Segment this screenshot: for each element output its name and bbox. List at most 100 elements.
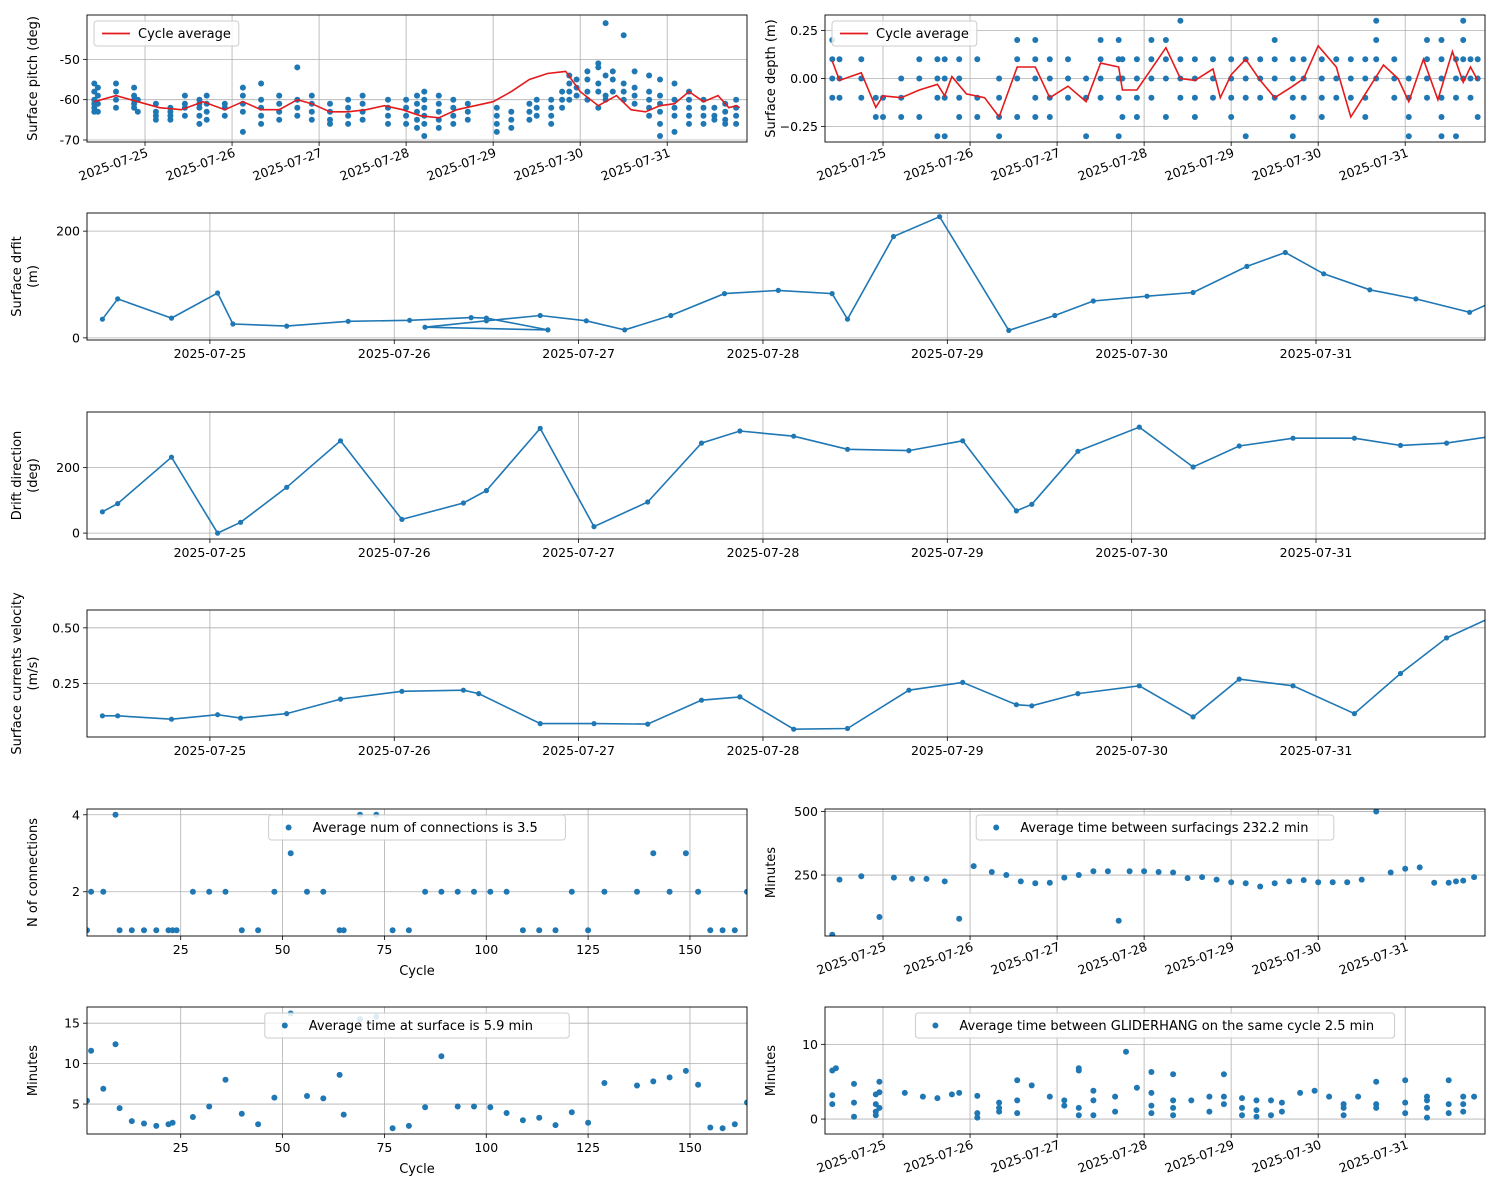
data-point [503, 1110, 510, 1116]
data-point [1333, 94, 1340, 101]
data-point [631, 100, 638, 107]
x-tick-label: 2025-07-27 [989, 939, 1062, 978]
data-point [974, 114, 981, 120]
data-point [1075, 691, 1081, 697]
data-point [389, 1125, 396, 1132]
data-point [836, 56, 843, 63]
data-point [1318, 114, 1325, 120]
series-line [101, 215, 1485, 332]
data-point [1032, 880, 1039, 887]
data-point [1003, 872, 1010, 878]
data-point [829, 94, 836, 101]
x-tick-label: 2025-07-26 [902, 145, 975, 184]
data-point [1046, 1093, 1053, 1100]
data-point [1213, 876, 1220, 883]
data-point [1014, 1097, 1021, 1104]
data-point [548, 112, 555, 119]
data-point [1191, 94, 1198, 101]
axes-frame [86, 609, 1486, 738]
data-point [666, 888, 673, 895]
data-point [487, 1104, 494, 1111]
x-tick-label: 2025-07-29 [1163, 1137, 1236, 1176]
data-point [526, 100, 533, 107]
data-point [1123, 1048, 1129, 1055]
data-point [294, 112, 301, 119]
data-point [1097, 37, 1104, 43]
data-point [1424, 1104, 1430, 1111]
data-point [519, 1117, 526, 1124]
data-point [519, 927, 526, 934]
data-point [1090, 1097, 1097, 1104]
data-point [829, 56, 836, 63]
data-point [1046, 56, 1053, 63]
y-axis-label: Surface pitch (deg) [26, 16, 41, 141]
y-tick-label: -70 [60, 132, 80, 147]
plot-area [99, 424, 1485, 536]
data-point [601, 1080, 608, 1086]
data-point [1271, 56, 1278, 63]
data-point [1467, 56, 1474, 63]
data-point [435, 108, 442, 115]
data-point [602, 72, 609, 79]
data-point [1141, 868, 1148, 875]
x-tick-label: 2025-07-27 [989, 1137, 1062, 1176]
data-point [215, 712, 221, 718]
data-point [650, 1078, 657, 1085]
data-point [471, 888, 477, 895]
data-point [403, 112, 410, 119]
data-point [414, 92, 420, 99]
data-point [421, 96, 428, 103]
data-point [591, 524, 597, 530]
data-point [230, 321, 236, 327]
data-point [1220, 1101, 1227, 1108]
legend: Average time at surface is 5.9 min [264, 1012, 570, 1039]
data-point [476, 691, 482, 697]
data-point [1148, 1110, 1155, 1117]
data-point [1431, 879, 1438, 886]
data-point [573, 92, 580, 99]
data-point [450, 96, 457, 103]
data-point [937, 214, 943, 220]
data-point [1170, 1104, 1177, 1111]
data-point [1460, 17, 1467, 24]
data-point [304, 888, 310, 895]
data-point [327, 116, 333, 123]
data-point [552, 927, 559, 934]
x-tick-label: 2025-07-31 [1280, 545, 1353, 560]
data-point [744, 1099, 747, 1106]
x-tick-label: 2025-07-26 [358, 545, 431, 560]
y-tick-label: 0 [72, 526, 80, 541]
data-point [791, 433, 797, 439]
data-point [1148, 94, 1155, 101]
data-point [181, 112, 188, 119]
x-axis-label: Cycle [399, 1162, 435, 1177]
data-point [1289, 114, 1296, 120]
data-point [1177, 17, 1184, 24]
data-point [1340, 1104, 1347, 1111]
data-point [1329, 879, 1336, 886]
data-point [631, 68, 638, 75]
data-point [941, 133, 948, 140]
data-point [956, 1089, 963, 1096]
data-point [1191, 114, 1198, 120]
data-point [215, 290, 221, 296]
data-point [536, 927, 543, 934]
data-point [851, 1080, 857, 1087]
data-point [609, 76, 616, 83]
plot-area [91, 20, 741, 139]
data-point [422, 324, 428, 330]
legend: Cycle average [831, 20, 978, 47]
data-point [1257, 883, 1264, 890]
data-point [1065, 56, 1071, 63]
data-point [239, 128, 246, 135]
data-point [1413, 296, 1419, 302]
data-point [906, 687, 912, 693]
data-point [584, 68, 591, 75]
data-point [1242, 880, 1249, 887]
data-point [960, 679, 966, 686]
data-point [115, 713, 121, 719]
data-point [1029, 703, 1035, 709]
x-tick-label: 2025-07-28 [727, 545, 800, 560]
data-point [844, 316, 851, 322]
data-point [100, 888, 107, 895]
